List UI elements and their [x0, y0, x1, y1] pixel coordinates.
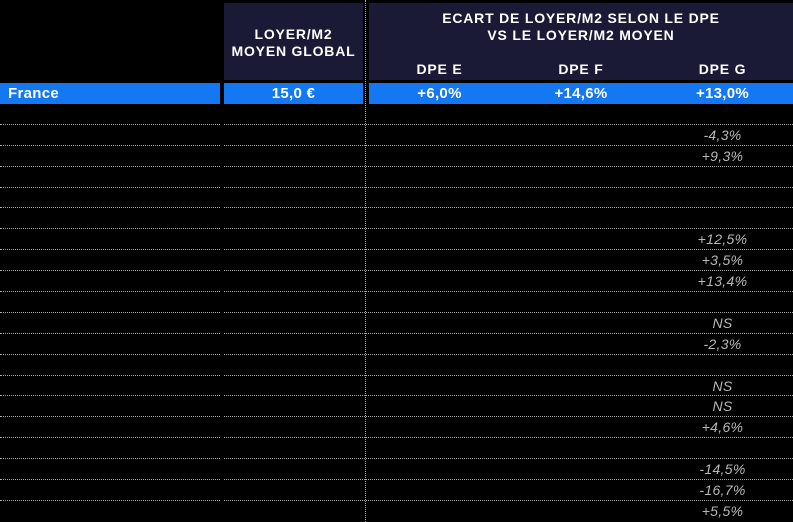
row-values: [224, 167, 793, 188]
row-label-cell: [0, 250, 220, 272]
table-row: +13,4%: [0, 271, 793, 293]
row-values: [224, 292, 793, 313]
row-label-cell: [0, 167, 220, 188]
dpe-g-cell: NS: [712, 398, 733, 415]
dpe-g-cell: +3,5%: [701, 252, 744, 269]
table-row: -4,3%: [0, 125, 793, 146]
table-row: +3,5%: [0, 250, 793, 272]
france-dpe-g-value: +13,0%: [695, 85, 750, 102]
france-loyer-value: 15,0 €: [224, 83, 363, 104]
france-summary-row: France 15,0 € +6,0% +14,6% +13,0%: [0, 83, 793, 104]
loyer-header-line1: LOYER/M2: [254, 25, 333, 42]
row-values: [224, 208, 793, 230]
row-label-cell: [0, 438, 220, 460]
row-values: +3,5%: [224, 250, 793, 272]
table-row: -2,3%: [0, 334, 793, 355]
table-row: -14,5%: [0, 459, 793, 481]
row-values: -4,3%: [224, 125, 793, 146]
table-row: +12,5%: [0, 229, 793, 251]
table-row: -16,7%: [0, 480, 793, 501]
row-label-cell: [0, 313, 220, 334]
dpe-g-cell: +9,3%: [701, 147, 744, 164]
row-values: -2,3%: [224, 334, 793, 355]
row-values: [224, 188, 793, 209]
column-header-dpe-g: DPE G: [698, 61, 747, 77]
loyer-column-header: LOYER/M2 MOYEN GLOBAL: [224, 3, 363, 80]
row-label-cell: [0, 376, 220, 397]
row-label-cell: [0, 125, 220, 146]
table-row: [0, 188, 793, 209]
dpe-g-cell: +12,5%: [697, 231, 748, 248]
table-row: NS: [0, 313, 793, 334]
row-label-cell: [0, 501, 220, 522]
dpe-g-cell: +4,6%: [701, 419, 744, 436]
dpe-g-cell: -2,3%: [703, 335, 742, 352]
table-row: [0, 167, 793, 188]
france-row-label: France: [0, 83, 220, 104]
row-label-cell: [0, 208, 220, 230]
row-values: NS: [224, 376, 793, 397]
france-dpe-values: +6,0% +14,6% +13,0%: [369, 83, 793, 104]
table-row: +9,3%: [0, 146, 793, 167]
row-label-cell: [0, 480, 220, 501]
row-values: +5,5%: [224, 501, 793, 522]
row-label-cell: [0, 292, 220, 313]
dpe-subheaders: DPE E DPE F DPE G: [369, 61, 793, 77]
france-dpe-e-value: +6,0%: [417, 85, 462, 102]
row-label-cell: [0, 229, 220, 251]
row-label-cell: [0, 396, 220, 418]
table-row: [0, 438, 793, 460]
table-row: [0, 292, 793, 313]
row-label-cell: [0, 271, 220, 293]
ecart-title-line1: ECART DE LOYER/M2 SELON LE DPE: [442, 10, 720, 26]
row-values: +13,4%: [224, 271, 793, 293]
dpe-g-cell: -14,5%: [699, 461, 746, 478]
row-label-cell: [0, 334, 220, 355]
ecart-column-group-header: ECART DE LOYER/M2 SELON LE DPE VS LE LOY…: [369, 3, 793, 80]
row-label-cell: [0, 188, 220, 209]
ecart-title-line2: VS LE LOYER/M2 MOYEN: [487, 27, 675, 43]
row-values: -16,7%: [224, 480, 793, 501]
table-row: +4,6%: [0, 417, 793, 439]
column-header-dpe-e: DPE E: [416, 61, 463, 77]
corner-spacer: [0, 3, 224, 80]
table-row: NS: [0, 396, 793, 418]
row-label-cell: [0, 459, 220, 481]
row-label-cell: [0, 146, 220, 167]
table-row: [0, 355, 793, 376]
dpe-g-cell: -4,3%: [703, 126, 742, 143]
dpe-g-cell: +5,5%: [701, 503, 744, 520]
dpe-g-cell: +13,4%: [697, 273, 748, 290]
table-body: -4,3% +9,3%: [0, 104, 793, 522]
table-row: +5,5%: [0, 501, 793, 522]
france-dpe-f-value: +14,6%: [554, 85, 608, 102]
row-values: +4,6%: [224, 417, 793, 439]
loyer-header-line2: MOYEN GLOBAL: [231, 42, 356, 59]
dpe-g-cell: NS: [712, 377, 733, 394]
ecart-group-title: ECART DE LOYER/M2 SELON LE DPE VS LE LOY…: [369, 10, 793, 44]
row-values: [224, 438, 793, 460]
column-header-dpe-f: DPE F: [558, 61, 604, 77]
row-values: [224, 355, 793, 376]
table-row: [0, 208, 793, 230]
dpe-g-cell: -16,7%: [699, 481, 746, 498]
row-values: +12,5%: [224, 229, 793, 251]
table-header: LOYER/M2 MOYEN GLOBAL ECART DE LOYER/M2 …: [0, 0, 793, 80]
row-values: NS: [224, 396, 793, 418]
table-row: [0, 104, 793, 125]
table-row: NS: [0, 376, 793, 397]
row-values: [224, 104, 793, 125]
row-values: +9,3%: [224, 146, 793, 167]
row-values: -14,5%: [224, 459, 793, 481]
row-label-cell: [0, 417, 220, 439]
row-values: NS: [224, 313, 793, 334]
dpe-g-cell: NS: [712, 314, 733, 331]
row-label-cell: [0, 104, 220, 125]
row-label-cell: [0, 355, 220, 376]
